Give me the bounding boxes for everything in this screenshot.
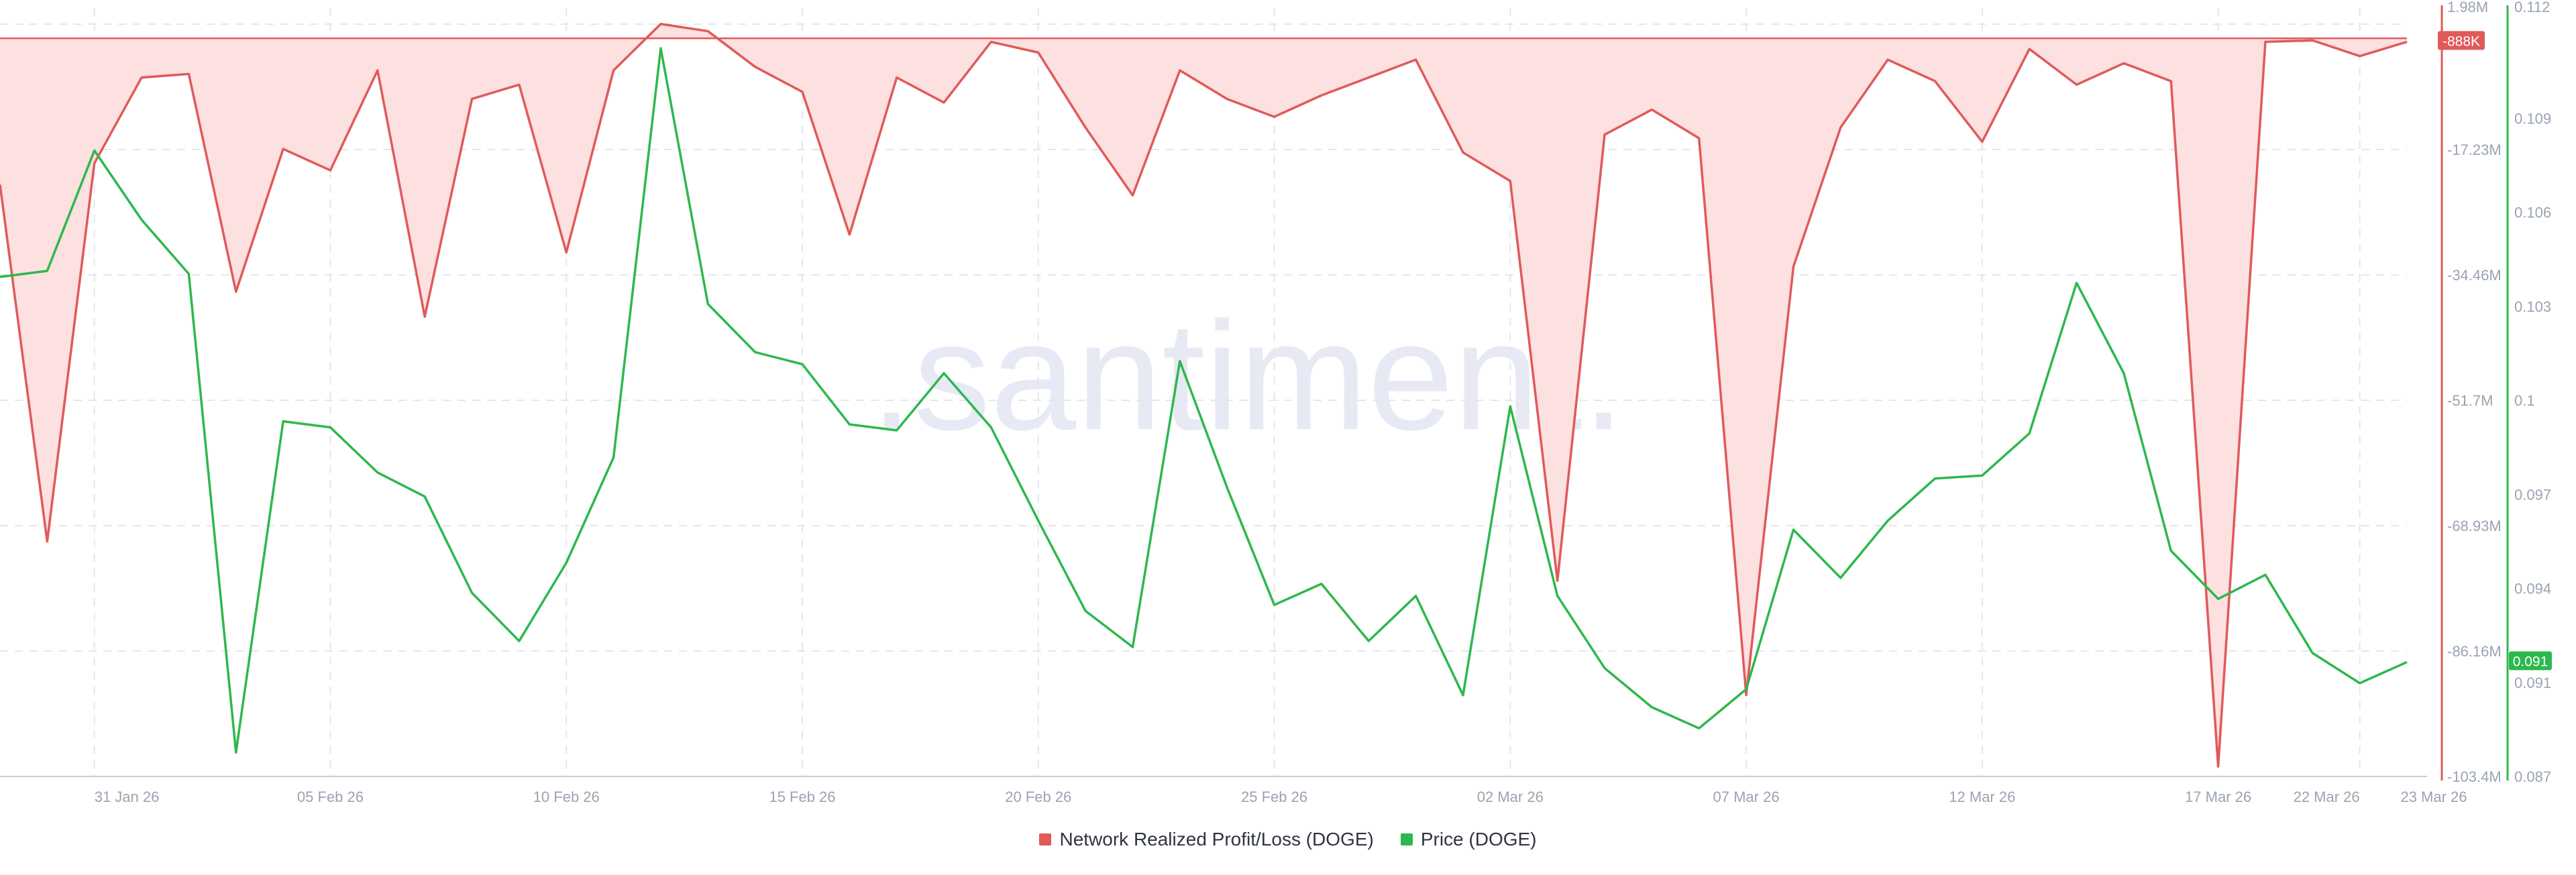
current-profit-loss-label: -888K (2443, 34, 2480, 49)
x-axis-tick-label: 12 Mar 26 (1949, 789, 2015, 805)
x-axis-tick-label: 23 Mar 26 (2400, 789, 2467, 805)
x-axis-tick-label: 02 Mar 26 (1477, 789, 1544, 805)
legend-label-profit-loss: Network Realized Profit/Loss (DOGE) (1059, 829, 1374, 850)
series-lines (0, 23, 2408, 768)
left-axis-tick-label: -34.46M (2447, 267, 2502, 284)
profit-loss-area (0, 23, 2407, 767)
axis-labels: 1.98M -17.23M -34.46M -51.7M -68.93M -86.16M -… (95, 0, 2552, 805)
right-axis-tick-label: 0.106 (2514, 205, 2551, 221)
axes (0, 5, 2509, 780)
x-axis-tick-label: 17 Mar 26 (2185, 789, 2251, 805)
right-axis-tick-label: 0.094 (2514, 581, 2551, 597)
current-profit-loss-badge (2438, 31, 2485, 50)
profit-loss-swatch (1039, 833, 1052, 845)
x-axis-tick-label: 05 Feb 26 (297, 789, 364, 805)
x-axis-tick-label: 31 Jan 26 (95, 789, 160, 805)
right-axis-tick-label: 0.091 (2514, 675, 2551, 691)
right-axis-tick-label: 0.109 (2514, 110, 2551, 127)
right-axis-tick-label: 0.103 (2514, 298, 2551, 315)
price-line (0, 47, 2408, 754)
right-axis-tick-label: 0.087 (2514, 768, 2551, 785)
profit-loss-fill (0, 23, 2407, 767)
x-axis-tick-label: 10 Feb 26 (533, 789, 600, 805)
santiment-watermark: .santiment. (871, 290, 1625, 462)
profit-loss-line (0, 23, 2408, 768)
right-axis-tick-label: 0.1 (2514, 392, 2535, 409)
current-price-label: 0.091 (2513, 654, 2548, 669)
legend-label-price: Price (DOGE) (1420, 829, 1537, 850)
left-axis-tick-label: -86.16M (2447, 643, 2502, 660)
right-axis-tick-label: 0.112 (2514, 0, 2550, 15)
left-axis-tick-label: 1.98M (2447, 0, 2488, 15)
x-axis-tick-label: 15 Feb 26 (769, 789, 835, 805)
left-axis-tick-label: -103.4M (2447, 768, 2502, 785)
price-swatch (1400, 833, 1413, 845)
x-axis-tick-label: 07 Mar 26 (1713, 789, 1780, 805)
right-axis-tick-label: 0.097 (2514, 486, 2551, 503)
left-axis-tick-label: -17.23M (2447, 141, 2502, 158)
x-axis-tick-label: 22 Mar 26 (2294, 789, 2360, 805)
legend-item-price[interactable]: Price (DOGE) (1400, 829, 1537, 850)
left-axis-tick-label: -68.93M (2447, 518, 2502, 534)
x-axis-tick-label: 20 Feb 26 (1005, 789, 1071, 805)
legend: Network Realized Profit/Loss (DOGE) Pric… (0, 826, 2576, 853)
current-price-badge (2509, 651, 2552, 670)
legend-item-profit-loss[interactable]: Network Realized Profit/Loss (DOGE) (1039, 829, 1374, 850)
x-axis-tick-label: 25 Feb 26 (1241, 789, 1307, 805)
left-axis-tick-label: -51.7M (2447, 392, 2493, 409)
